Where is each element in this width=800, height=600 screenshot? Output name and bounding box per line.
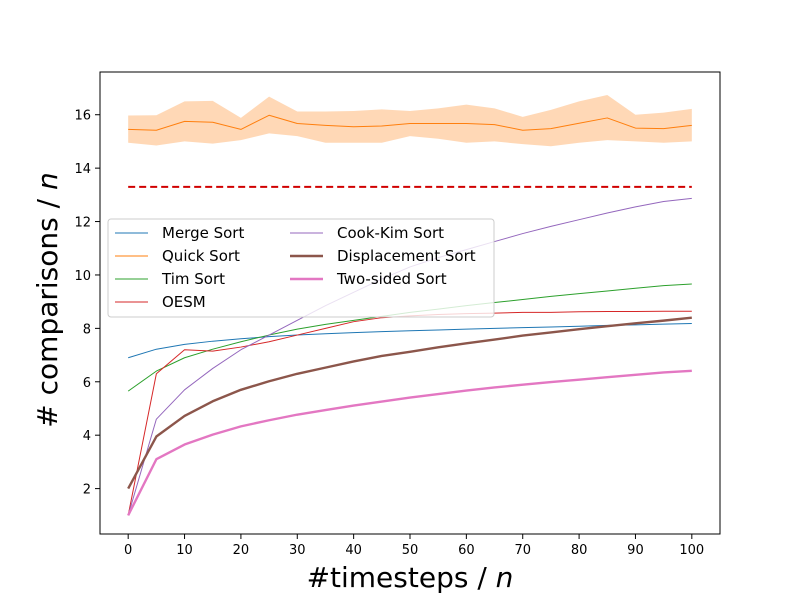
tim-sort-legend-label: Tim Sort	[161, 270, 225, 288]
x-tick-label: 10	[176, 543, 193, 558]
y-tick-label: 4	[83, 429, 91, 444]
x-tick-label: 40	[345, 543, 362, 558]
axes: 0 10 20 30 40 50 60 70 80 90 100 2 4 6 8 10 12 14 16	[74, 71, 721, 558]
x-tick-label: 60	[458, 543, 475, 558]
y-tick-label: 8	[83, 322, 91, 337]
displacement-sort-line	[127, 316, 692, 490]
x-tick-label: 0	[124, 543, 132, 558]
y-tick-label: 14	[74, 162, 91, 177]
oesm-legend-label: OESM	[162, 293, 206, 311]
two-sided-sort-line	[127, 369, 692, 516]
x-tick-label: 70	[514, 543, 531, 558]
confidence-bands	[128, 94, 692, 147]
quick-sort-legend-label: Quick Sort	[162, 247, 240, 265]
merge-sort-line	[128, 323, 692, 359]
two-sided-sort-legend-label: Two-sided Sort	[336, 270, 447, 288]
x-tick-label: 20	[233, 543, 250, 558]
y-tick-label: 12	[74, 216, 91, 231]
oesm-line	[127, 310, 692, 516]
y-tick-label: 10	[74, 269, 91, 284]
legend-box	[107, 218, 495, 318]
y-axis-label: # comparisons / n	[31, 172, 64, 427]
x-tick-label: 30	[289, 543, 306, 558]
quick-sort-line	[128, 114, 692, 131]
quick-sort-band	[128, 94, 692, 147]
displacement-sort-legend-label: Displacement Sort	[337, 247, 476, 265]
x-axis-label: #timesteps / n	[307, 561, 514, 594]
cook-kim-sort-legend-label: Cook-Kim Sort	[337, 224, 444, 242]
x-tick-label: 100	[679, 543, 704, 558]
y-tick-label: 2	[83, 483, 91, 498]
legend: Merge Sort Quick Sort Tim Sort OESM Cook-Kim…	[107, 218, 495, 318]
x-tick-label: 90	[627, 543, 644, 558]
x-tick-label: 80	[571, 543, 588, 558]
merge-sort-legend-label: Merge Sort	[162, 224, 244, 242]
x-tick-label: 50	[402, 543, 419, 558]
y-tick-label: 6	[83, 376, 91, 391]
y-tick-label: 16	[74, 109, 91, 124]
